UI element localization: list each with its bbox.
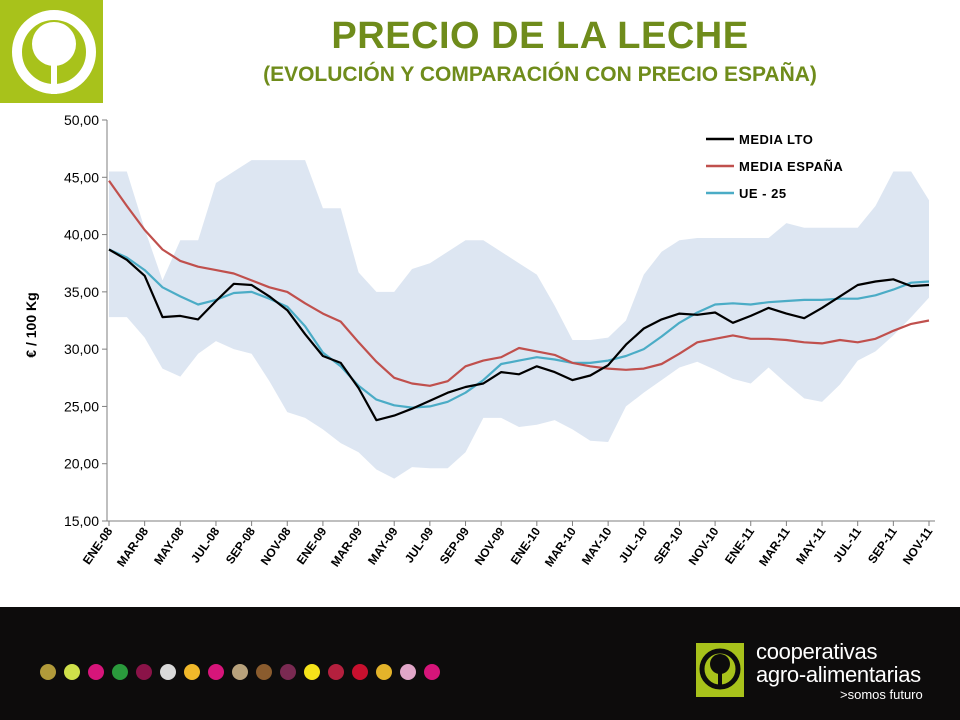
min-max-range-area: [109, 160, 929, 479]
brand-name: cooperativas agro-alimentarias >somos fu…: [756, 640, 923, 704]
footer-bar: [0, 607, 960, 720]
x-tick-label: MAR-08: [114, 524, 151, 569]
color-dot: [40, 664, 56, 680]
x-tick-label: MAY-10: [579, 524, 615, 567]
page-subtitle: (EVOLUCIÓN Y COMPARACIÓN CON PRECIO ESPA…: [263, 63, 817, 86]
color-dot: [160, 664, 176, 680]
y-axis-label: € / 100 Kg: [23, 292, 39, 357]
x-tick-label: ENE-09: [294, 524, 330, 567]
x-tick-label: SEP-09: [437, 524, 472, 566]
x-tick-label: JUL-08: [188, 524, 223, 565]
y-tick-label: 25,00: [64, 398, 99, 414]
legend-label: MEDIA LTO: [739, 132, 813, 147]
color-dot: [184, 664, 200, 680]
x-tick-label: JUL-10: [616, 524, 651, 565]
color-dot: [232, 664, 248, 680]
color-dot: [112, 664, 128, 680]
x-tick-label: JUL-09: [402, 524, 437, 565]
series-line-media-lto: [108, 248, 930, 422]
color-dot: [88, 664, 104, 680]
color-dot: [376, 664, 392, 680]
x-tick-label: NOV-10: [686, 524, 722, 567]
x-tick-label: MAR-09: [328, 524, 365, 569]
brand-line-2: agro-alimentarias: [756, 662, 921, 687]
x-tick-label: NOV-08: [258, 524, 294, 567]
color-dot: [256, 664, 272, 680]
color-dot: [136, 664, 152, 680]
legend-label: UE - 25: [739, 186, 787, 201]
page-title: PRECIO DE LA LECHE: [331, 15, 749, 57]
color-dot: [352, 664, 368, 680]
color-dot: [64, 664, 80, 680]
x-tick-label: ENE-10: [508, 524, 544, 567]
chart-series: [108, 180, 930, 422]
y-tick-label: 50,00: [64, 112, 99, 128]
y-tick-label: 35,00: [64, 284, 99, 300]
logo-badge: [0, 0, 103, 103]
price-range-band: [109, 160, 929, 479]
x-tick-label: NOV-09: [472, 524, 508, 567]
series-line-ue-25: [108, 248, 930, 409]
y-tick-label: 15,00: [64, 513, 99, 529]
color-dot: [304, 664, 320, 680]
x-tick-label: MAY-08: [151, 524, 187, 567]
series-line-media-espana: [108, 180, 930, 387]
x-tick-label: SEP-08: [223, 524, 258, 566]
x-tick-label: SEP-10: [651, 524, 686, 566]
x-tick-label: MAY-09: [365, 524, 401, 567]
color-dot: [424, 664, 440, 680]
brand-line-1: cooperativas: [756, 639, 878, 664]
color-dot: [208, 664, 224, 680]
x-tick-label: SEP-11: [865, 524, 900, 566]
color-dot: [400, 664, 416, 680]
legend-label: MEDIA ESPAÑA: [739, 159, 843, 174]
x-tick-label: NOV-11: [900, 524, 936, 567]
y-tick-label: 30,00: [64, 341, 99, 357]
color-dot: [328, 664, 344, 680]
x-tick-label: MAR-11: [756, 524, 793, 568]
brand-tagline: >somos futuro: [840, 687, 923, 702]
color-dot: [280, 664, 296, 680]
x-tick-label: ENE-11: [722, 524, 757, 566]
y-tick-label: 45,00: [64, 169, 99, 185]
x-tick-label: MAY-11: [793, 524, 829, 566]
chart-legend: MEDIA LTO MEDIA ESPAÑA UE - 25: [706, 132, 843, 201]
brand-logo: [696, 643, 744, 697]
x-tick-label: MAR-10: [542, 524, 579, 569]
x-tick-label: ENE-08: [80, 524, 116, 567]
x-tick-label: JUL-11: [830, 524, 864, 565]
y-tick-label: 20,00: [64, 456, 99, 472]
y-tick-label: 40,00: [64, 227, 99, 243]
milk-price-chart: 15,00 20,00 25,00 30,00 35,00 40,00 45,00 50,00…: [23, 112, 936, 569]
title-block: PRECIO DE LA LECHE (EVOLUCIÓN Y COMPARAC…: [140, 14, 940, 88]
tree-logo-icon: [12, 10, 96, 94]
tree-logo-icon: [699, 648, 741, 690]
